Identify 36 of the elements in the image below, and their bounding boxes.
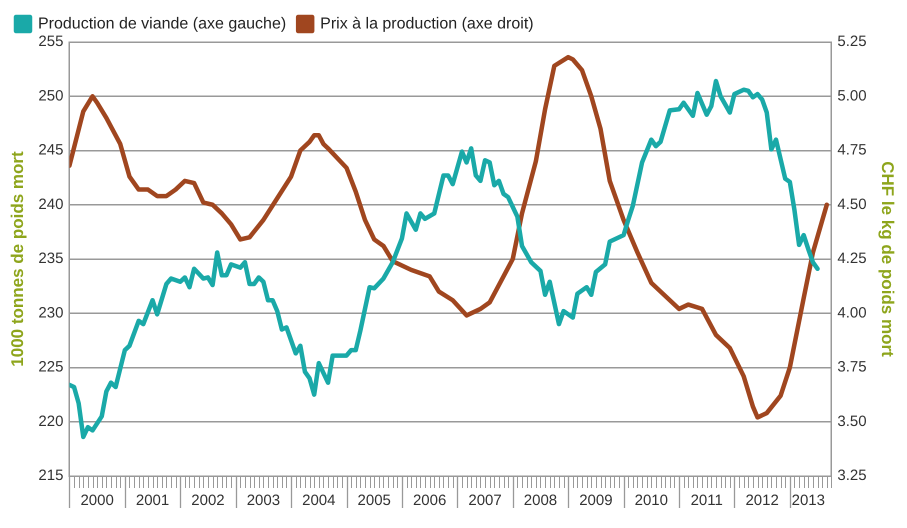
- legend-label: Production de viande (axe gauche): [38, 15, 286, 32]
- y2-tick-label: 4.50: [837, 196, 867, 213]
- x-tick-label: 2003: [246, 492, 280, 510]
- y2-tick-label: 5.25: [837, 33, 867, 50]
- y2-axis-title: CHF le kg de poids mort: [878, 161, 898, 358]
- x-tick-label: 2013: [792, 492, 826, 510]
- y2-tick-label: 4.25: [837, 250, 867, 268]
- y2-tick-label: 5.00: [837, 87, 867, 104]
- y2-tick-label: 3.50: [837, 412, 867, 430]
- y2-tick-label: 4.75: [837, 142, 867, 159]
- y2-tick-label: 3.25: [837, 467, 867, 484]
- y-tick-label: 225: [38, 358, 64, 376]
- y-axis-title: 1000 tonnes de poids mort: [8, 150, 27, 367]
- y-tick-label: 250: [38, 87, 64, 104]
- x-tick-label: 2001: [136, 492, 170, 510]
- y-tick-label: 220: [38, 412, 64, 430]
- x-tick-label: 2009: [579, 492, 613, 510]
- x-tick-label: 2010: [634, 492, 668, 510]
- y-tick-label: 255: [38, 33, 64, 50]
- x-tick-label: 2012: [745, 492, 779, 510]
- x-tick-label: 2004: [302, 492, 336, 510]
- x-tick-label: 2000: [80, 492, 114, 510]
- y-tick-label: 215: [38, 467, 64, 484]
- x-tick-label: 2006: [412, 492, 446, 510]
- legend-label: Prix à la production (axe droit): [320, 15, 534, 32]
- x-tick-label: 2008: [524, 492, 558, 510]
- x-tick-label: 2005: [358, 492, 391, 510]
- y-tick-label: 230: [38, 304, 64, 322]
- x-tick-label: 2007: [468, 492, 502, 510]
- y-tick-label: 235: [38, 250, 64, 268]
- y-tick-label: 240: [38, 196, 64, 213]
- x-tick-label: 2002: [191, 492, 225, 510]
- x-tick-label: 2011: [690, 492, 723, 510]
- y2-tick-label: 3.75: [837, 358, 867, 376]
- y2-tick-label: 4.00: [837, 304, 867, 322]
- y-tick-label: 245: [38, 142, 64, 159]
